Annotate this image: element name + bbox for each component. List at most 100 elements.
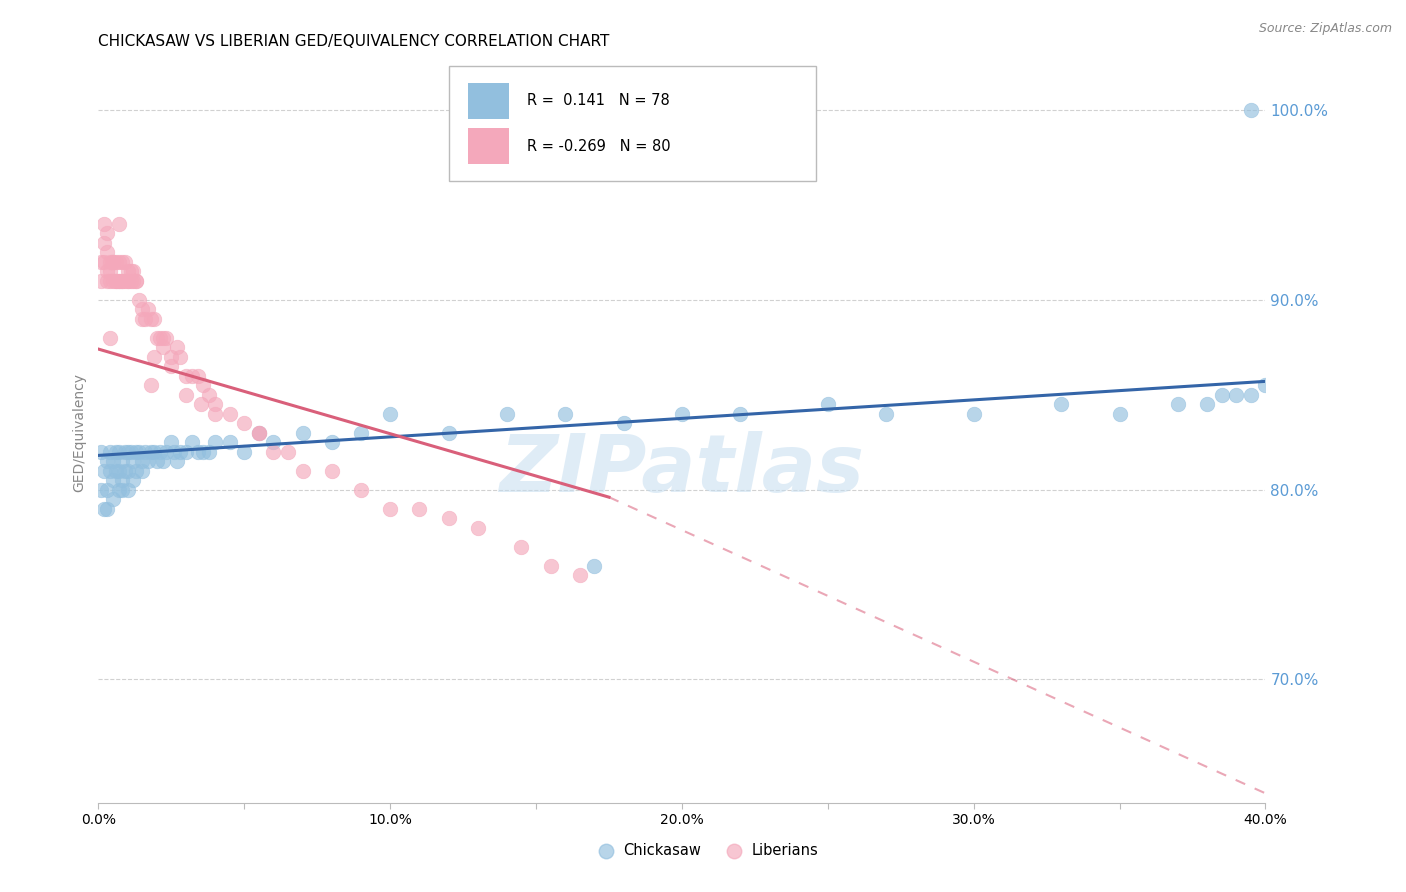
Point <box>101 274 124 288</box>
Point <box>122 274 145 288</box>
Point <box>125 464 148 478</box>
Point <box>90 483 112 497</box>
Point <box>149 444 172 458</box>
Point <box>128 444 150 458</box>
Point <box>730 407 752 421</box>
Point <box>111 274 134 288</box>
Point <box>114 444 136 458</box>
Point <box>291 425 314 440</box>
Point <box>437 511 460 525</box>
Point <box>96 454 118 468</box>
Point <box>247 425 270 440</box>
Point <box>136 302 159 317</box>
Point <box>108 464 131 478</box>
Point <box>131 464 153 478</box>
Point <box>125 274 148 288</box>
Point <box>122 473 145 487</box>
Point <box>101 491 124 506</box>
Point <box>108 274 131 288</box>
Point <box>204 435 226 450</box>
Point <box>131 454 153 468</box>
Point <box>98 464 121 478</box>
Point <box>380 407 402 421</box>
Point <box>583 558 606 573</box>
Point <box>496 407 519 421</box>
Point <box>98 264 121 278</box>
Point <box>104 464 127 478</box>
Point <box>408 501 430 516</box>
Point <box>198 444 221 458</box>
Point <box>568 568 591 582</box>
Point <box>160 435 183 450</box>
Point <box>96 227 118 241</box>
Point <box>108 217 131 231</box>
Y-axis label: GED/Equivalency: GED/Equivalency <box>73 373 87 492</box>
Point <box>142 311 165 326</box>
Point <box>204 407 226 421</box>
Point <box>193 378 215 392</box>
Point <box>104 444 127 458</box>
Point <box>1108 407 1130 421</box>
Point <box>146 331 169 345</box>
Point <box>218 407 240 421</box>
Point <box>108 483 131 497</box>
Point <box>262 435 284 450</box>
Point <box>101 454 124 468</box>
Point <box>93 254 115 268</box>
Text: Liberians: Liberians <box>752 844 818 858</box>
Point <box>142 350 165 364</box>
Point <box>90 444 112 458</box>
Bar <box>468 83 509 119</box>
Point <box>380 501 402 516</box>
Point <box>120 264 142 278</box>
Point <box>90 274 112 288</box>
Point <box>247 425 270 440</box>
Point <box>187 368 209 383</box>
Point <box>96 274 118 288</box>
Point <box>1167 397 1189 411</box>
Point <box>321 464 343 478</box>
Point <box>117 264 139 278</box>
Point <box>204 397 226 411</box>
Point <box>554 407 576 421</box>
Point <box>291 464 314 478</box>
Point <box>98 331 121 345</box>
Point <box>117 483 139 497</box>
Point <box>174 368 197 383</box>
Point <box>540 558 562 573</box>
Point <box>1240 103 1263 117</box>
Point <box>104 274 127 288</box>
Point <box>98 254 121 268</box>
Point <box>510 540 533 554</box>
Point <box>114 254 136 268</box>
Point <box>117 444 139 458</box>
Point <box>160 350 183 364</box>
Point <box>139 311 162 326</box>
Point <box>101 254 124 268</box>
Point <box>1050 397 1073 411</box>
Point <box>108 254 131 268</box>
Point <box>321 435 343 450</box>
Text: CHICKASAW VS LIBERIAN GED/EQUIVALENCY CORRELATION CHART: CHICKASAW VS LIBERIAN GED/EQUIVALENCY CO… <box>98 34 610 49</box>
Point <box>163 444 186 458</box>
Point <box>193 444 215 458</box>
Point <box>139 378 162 392</box>
Point <box>166 340 188 354</box>
Point <box>125 444 148 458</box>
Point <box>1254 378 1277 392</box>
Point <box>101 473 124 487</box>
Point <box>671 407 693 421</box>
Point <box>134 311 156 326</box>
Point <box>1240 387 1263 401</box>
Point <box>108 274 131 288</box>
FancyBboxPatch shape <box>449 66 815 181</box>
Point <box>139 444 162 458</box>
Point <box>1195 397 1218 411</box>
Point <box>160 359 183 374</box>
Point <box>1225 387 1247 401</box>
Point <box>96 245 118 260</box>
Point <box>111 483 134 497</box>
Point <box>120 274 142 288</box>
Point <box>233 416 256 430</box>
Point <box>198 387 221 401</box>
